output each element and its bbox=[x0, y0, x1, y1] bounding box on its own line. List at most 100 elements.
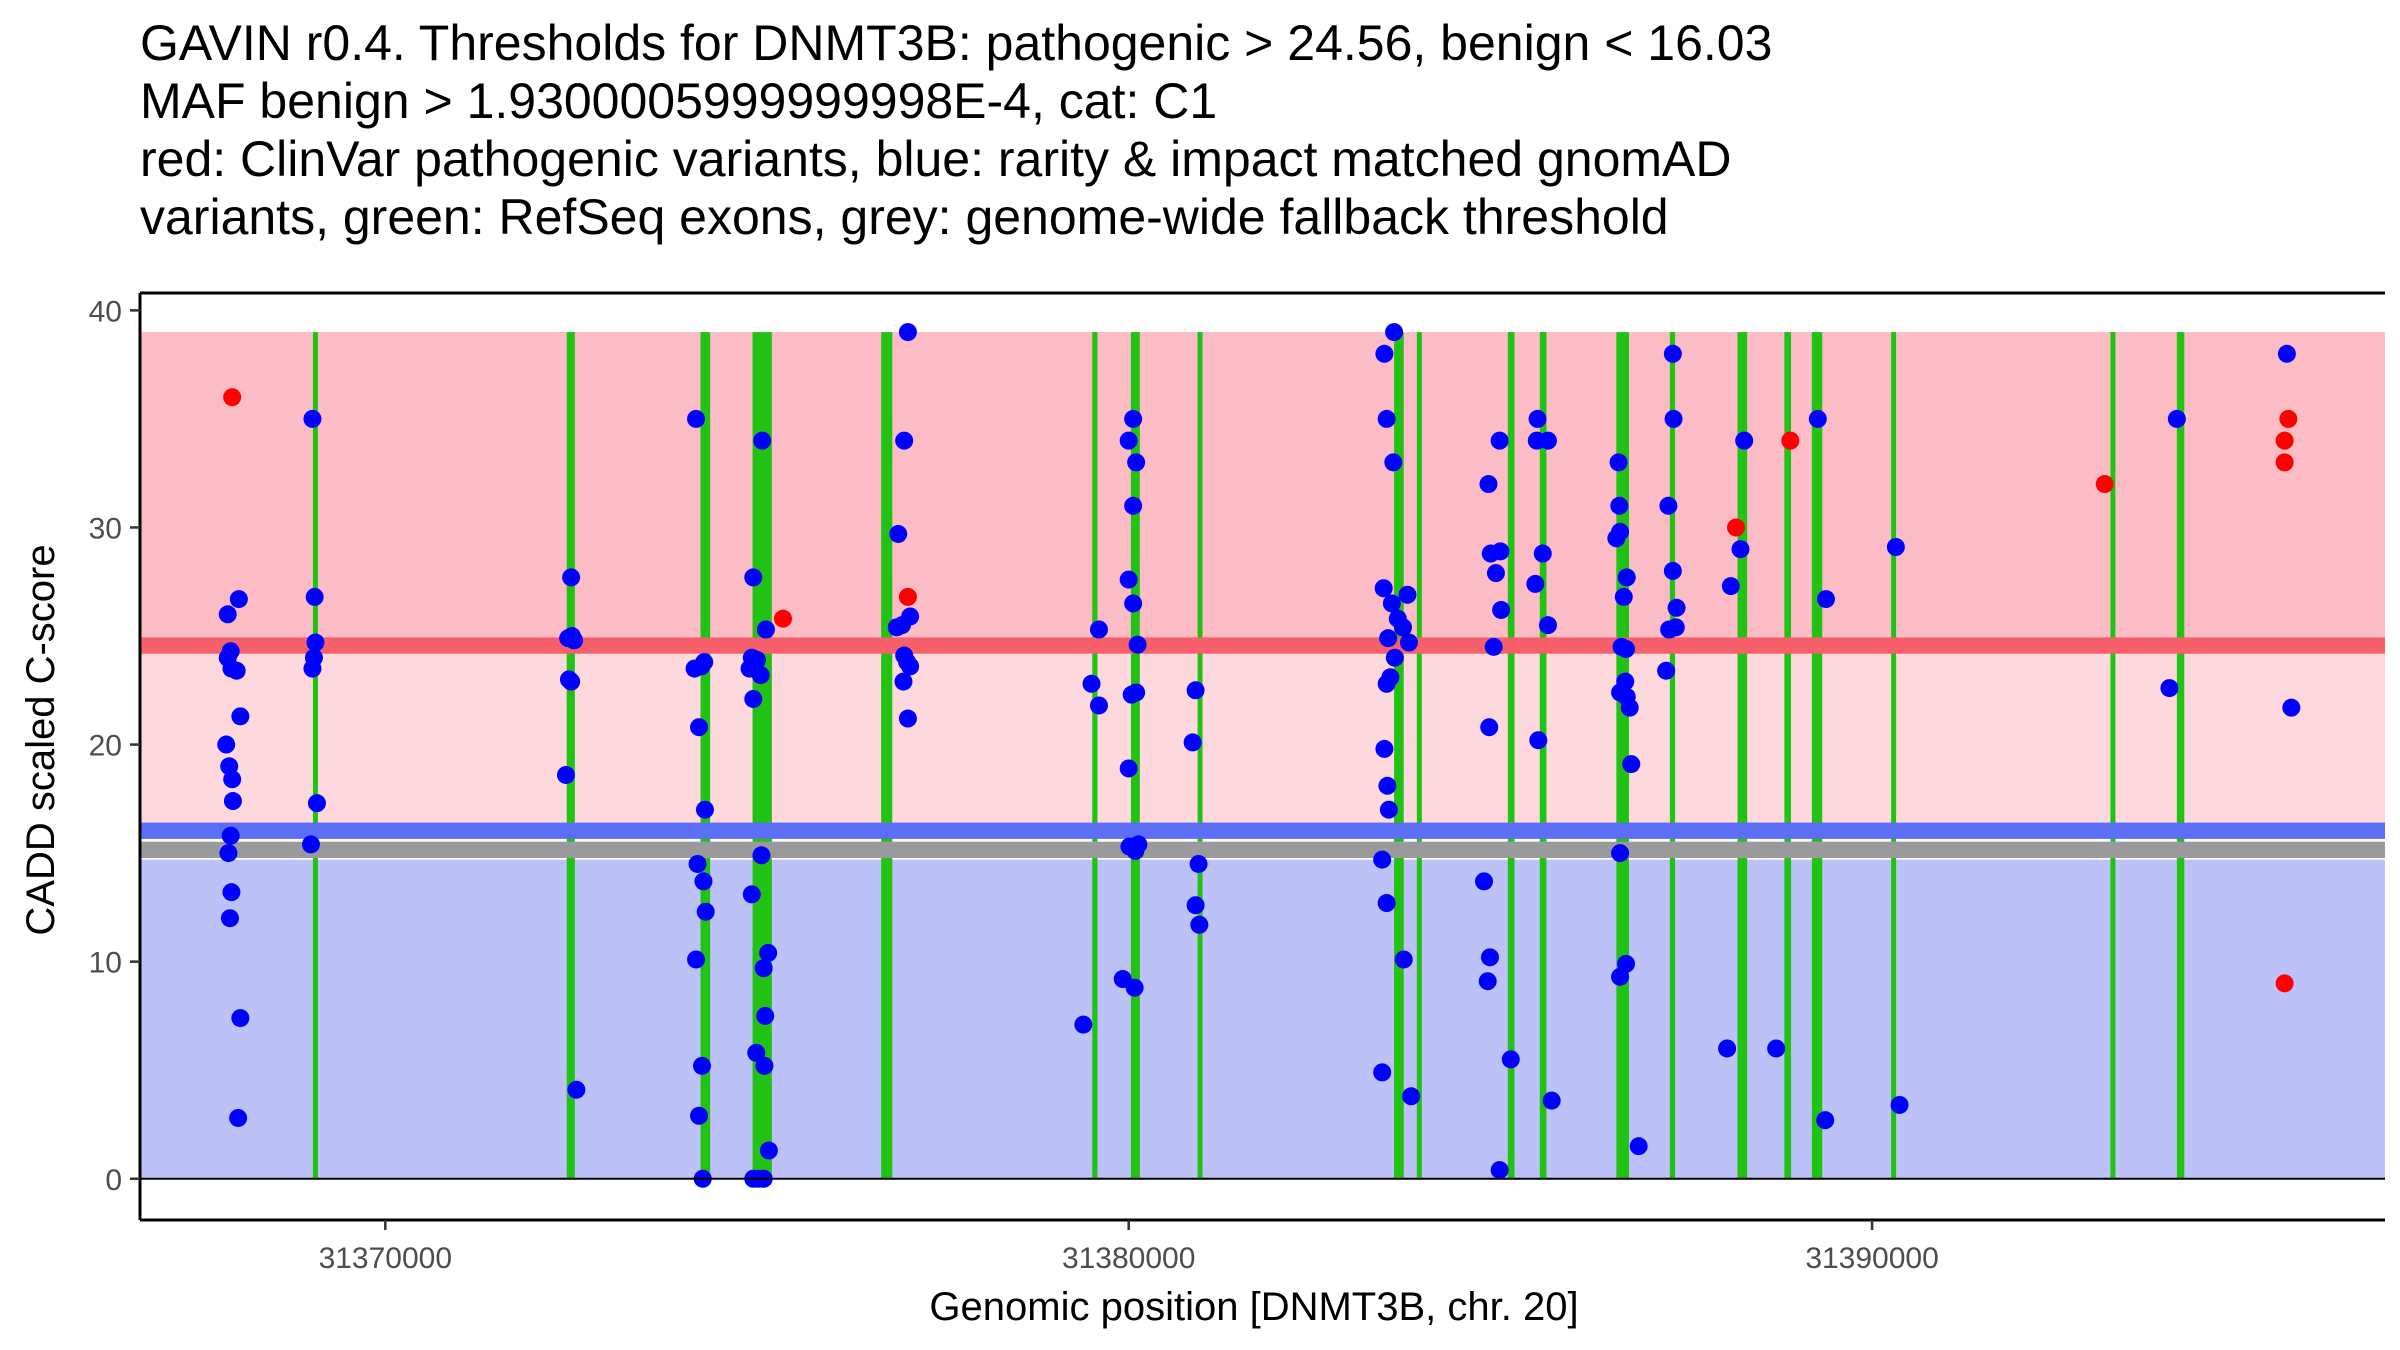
exon-bar-16 bbox=[1784, 332, 1792, 1179]
gnomad-point-17 bbox=[231, 707, 250, 726]
gnomad-point-120 bbox=[1373, 1063, 1392, 1082]
gnomad-point-37 bbox=[690, 718, 709, 737]
gnomad-point-141 bbox=[1529, 731, 1548, 750]
gnomad-point-81 bbox=[1124, 409, 1143, 428]
gnomad-point-76 bbox=[1089, 620, 1108, 639]
gnomad-point-172 bbox=[1767, 1039, 1786, 1058]
title-line-3: red: ClinVar pathogenic variants, blue: … bbox=[140, 131, 1732, 187]
gnomad-point-114 bbox=[1375, 739, 1394, 758]
gnomad-point-94 bbox=[1125, 978, 1144, 997]
y-tick-label-30: 30 bbox=[89, 512, 122, 545]
gnomad-point-85 bbox=[1124, 594, 1143, 613]
gnomad-point-132 bbox=[1478, 972, 1497, 991]
gnomad-point-154 bbox=[1620, 698, 1639, 717]
gnomad-point-118 bbox=[1377, 894, 1396, 913]
exon-bar-7 bbox=[1130, 332, 1140, 1179]
gnomad-point-134 bbox=[1490, 1161, 1509, 1180]
gnomad-point-179 bbox=[2167, 409, 2186, 428]
axes: 0 10 20 30 40 31370000 31380000 31390000 bbox=[89, 291, 2385, 1275]
gnomad-point-11 bbox=[222, 883, 241, 902]
gnomad-point-163 bbox=[1663, 561, 1682, 580]
clinvar-point-8 bbox=[2275, 431, 2294, 450]
clinvar-point-9 bbox=[2275, 453, 2294, 472]
gnomad-point-175 bbox=[1816, 1111, 1835, 1130]
gnomad-point-77 bbox=[1082, 674, 1101, 693]
gnomad-point-8 bbox=[223, 792, 242, 811]
title-line-4: variants, green: RefSeq exons, grey: gen… bbox=[140, 189, 1669, 245]
clinvar-point-3 bbox=[898, 587, 917, 606]
gnomad-point-147 bbox=[1617, 568, 1636, 587]
gnomad-point-57 bbox=[754, 959, 773, 978]
gnomad-point-128 bbox=[1484, 637, 1503, 656]
gnomad-point-80 bbox=[1119, 431, 1138, 450]
gnomad-point-38 bbox=[695, 800, 714, 819]
gnomad-point-133 bbox=[1501, 1050, 1520, 1069]
region-pathogenic bbox=[140, 332, 2385, 646]
threshold-regions bbox=[140, 332, 2385, 1179]
gnomad-point-173 bbox=[1808, 409, 1827, 428]
gnomad-point-160 bbox=[1663, 344, 1682, 363]
gnomad-point-109 bbox=[1379, 629, 1398, 648]
gnomad-point-75 bbox=[898, 709, 917, 728]
x-tick-label-31380000: 31380000 bbox=[1062, 1242, 1195, 1275]
gnomad-point-99 bbox=[1190, 915, 1209, 934]
gnomad-point-22 bbox=[303, 659, 322, 678]
gnomad-point-119 bbox=[1394, 950, 1413, 969]
gnomad-point-28 bbox=[559, 629, 578, 648]
exon-bar-5 bbox=[881, 332, 893, 1179]
gnomad-point-113 bbox=[1377, 674, 1396, 693]
gnomad-point-138 bbox=[1533, 544, 1552, 563]
y-tick-label-10: 10 bbox=[89, 947, 122, 980]
y-tick-label-0: 0 bbox=[105, 1164, 122, 1197]
gnomad-point-33 bbox=[687, 409, 706, 428]
exon-bar-15 bbox=[1737, 332, 1748, 1179]
gnomad-point-180 bbox=[2277, 344, 2296, 363]
gnomad-point-166 bbox=[1666, 618, 1685, 637]
gnomad-point-5 bbox=[217, 735, 236, 754]
gnomad-point-70 bbox=[901, 607, 920, 626]
gnomad-point-97 bbox=[1189, 854, 1208, 873]
gnomad-point-104 bbox=[1374, 579, 1393, 598]
gnomad-point-53 bbox=[756, 620, 775, 639]
gnomad-point-115 bbox=[1378, 776, 1397, 795]
clinvar-point-2 bbox=[774, 609, 793, 628]
gnomad-point-143 bbox=[1609, 453, 1628, 472]
gnomad-point-130 bbox=[1475, 872, 1494, 891]
exon-bar-18 bbox=[1891, 332, 1897, 1179]
gnomad-point-16 bbox=[227, 661, 246, 680]
gnomad-point-139 bbox=[1526, 574, 1545, 593]
clinvar-point-5 bbox=[1781, 431, 1800, 450]
gnomad-point-162 bbox=[1659, 496, 1678, 515]
gnomad-point-89 bbox=[1119, 759, 1138, 778]
gnomad-point-102 bbox=[1377, 409, 1396, 428]
gnomad-point-168 bbox=[1721, 577, 1740, 596]
exon-bar-1 bbox=[312, 332, 318, 1179]
gnomad-point-164 bbox=[1667, 598, 1686, 617]
gnomad-point-32 bbox=[567, 1080, 586, 1099]
threshold-line-fallback bbox=[140, 841, 2385, 858]
gnomad-point-79 bbox=[1074, 1015, 1093, 1034]
gnomad-point-108 bbox=[1393, 618, 1412, 637]
gnomad-point-74 bbox=[894, 672, 913, 691]
clinvar-point-4 bbox=[1727, 518, 1746, 537]
gnomad-point-150 bbox=[1612, 637, 1631, 656]
gnomad-point-127 bbox=[1492, 600, 1511, 619]
gnomad-point-181 bbox=[2282, 698, 2301, 717]
gnomad-point-50 bbox=[751, 666, 770, 685]
x-axis-label: Genomic position [DNMT3B, chr. 20] bbox=[929, 1285, 1578, 1329]
clinvar-point-1 bbox=[223, 388, 242, 407]
gnomad-point-55 bbox=[742, 885, 761, 904]
gnomad-point-43 bbox=[692, 1056, 711, 1075]
exon-bar-14 bbox=[1669, 332, 1676, 1179]
exon-bar-9 bbox=[1394, 332, 1404, 1179]
gnomad-point-10 bbox=[219, 844, 238, 863]
gnomad-point-105 bbox=[1398, 585, 1417, 604]
gnomad-point-25 bbox=[562, 568, 581, 587]
gnomad-point-84 bbox=[1119, 570, 1138, 589]
gnomad-point-59 bbox=[747, 1043, 766, 1062]
gnomad-point-98 bbox=[1186, 896, 1205, 915]
y-tick-label-20: 20 bbox=[89, 730, 122, 763]
gnomad-point-19 bbox=[305, 587, 324, 606]
gnomad-point-56 bbox=[759, 943, 778, 962]
